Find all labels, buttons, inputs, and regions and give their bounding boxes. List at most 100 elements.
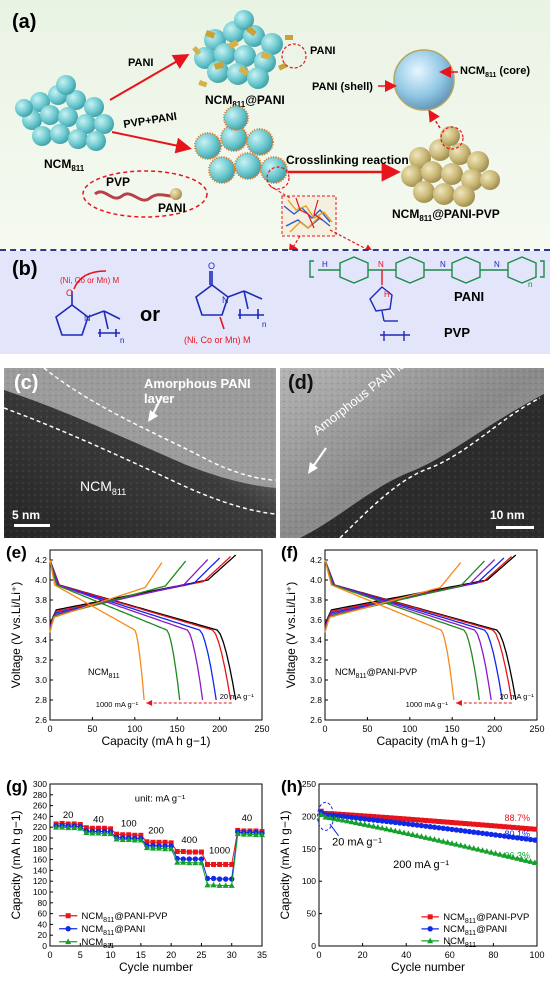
pani-shell-label: PANI (shell) [312, 81, 373, 93]
cycle-point-h-2-34 [392, 827, 399, 834]
cycle-point-h-2-8 [335, 816, 342, 822]
panel-d-scale: 10 nm [490, 508, 525, 522]
panel-c-layer-label: Amorphous PANI layer [144, 376, 251, 406]
cycle-point-h-1-36 [396, 820, 403, 826]
panel-b-structures: (b) (Ni, Co or Mn) M O N n or [12, 256, 545, 345]
rate-point-g-2-25 [204, 881, 211, 888]
cycle-point-h-1-52 [431, 824, 438, 830]
x-tick-label-f-5: 250 [529, 724, 544, 734]
rate-point-g-2-31 [240, 831, 247, 837]
cycle-point-h-2-46 [418, 833, 425, 839]
o-atom-1: O [66, 288, 73, 298]
rate-point-g-0-26 [211, 861, 217, 867]
x-tick-label-g-4: 20 [166, 950, 176, 960]
x-tick-label-e-3: 150 [170, 724, 185, 734]
pvp-legend-ellipse [82, 170, 208, 218]
cycle-point-h-0-82 [497, 823, 503, 829]
legend-marker-g-0 [65, 913, 71, 919]
rate-arrowhead-e [146, 700, 153, 706]
cycle-point-h-0-78 [488, 823, 494, 829]
rate-point-g-2-19 [168, 845, 175, 852]
cycle-point-h-2-0 [318, 811, 325, 817]
cycle-point-h-2-72 [475, 846, 482, 852]
rate-point-g-2-29 [228, 882, 235, 888]
y-tick-label-g-0: 0 [42, 941, 47, 951]
cycle-point-h-1-94 [523, 836, 529, 842]
cycle-point-h-2-6 [331, 815, 338, 821]
y-axis-label-h: Capacity (mA h g−1) [278, 810, 292, 919]
pani-chain [309, 256, 545, 312]
cycle-point-h-2-4 [326, 814, 333, 821]
rate-point-g-2-30 [234, 830, 241, 837]
rate-point-g-2-34 [259, 831, 265, 838]
ncm811-cluster [15, 75, 114, 151]
pvp-pani-cluster [194, 105, 288, 184]
cycle-point-h-0-28 [379, 814, 385, 820]
cycle-point-h-0-36 [397, 815, 403, 821]
cycle-point-h-2-64 [457, 842, 464, 848]
or-label: or [140, 304, 160, 326]
x-tick-label-g-7: 35 [257, 950, 267, 960]
x-tick-label-f-1: 50 [362, 724, 372, 734]
rate-point-g-2-21 [180, 859, 187, 865]
cycle-point-h-1-98 [532, 837, 538, 843]
ab-separator [0, 249, 550, 251]
cycle-point-h-2-38 [401, 829, 408, 836]
low-rate-ellipse [317, 801, 335, 831]
y-tick-label-e-1: 2.8 [35, 695, 47, 705]
tem-c-image [4, 368, 276, 538]
cycle-point-h-0-30 [384, 815, 390, 821]
cycle-point-h-2-96 [527, 858, 534, 864]
cycle-point-h-2-10 [339, 816, 346, 823]
y-tick-label-h-1: 50 [307, 909, 317, 919]
cycle-point-h-0-96 [527, 826, 533, 832]
cycle-point-h-1-76 [484, 831, 490, 837]
rate-point-g-2-20 [174, 859, 181, 865]
cycle-point-h-2-26 [374, 823, 381, 830]
cycle-point-h-1-56 [440, 825, 446, 832]
rate-point-g-0-11 [120, 832, 126, 838]
rate-point-g-2-6 [89, 829, 96, 836]
y-tick-label-g-9: 180 [33, 844, 47, 854]
x-tick-label-g-3: 15 [136, 950, 146, 960]
plot-frame-f [324, 549, 538, 721]
y-tick-label-g-14: 280 [33, 790, 47, 800]
cycle-point-h-0-48 [423, 817, 429, 823]
rate-point-g-1-28 [222, 876, 229, 882]
rate-step-label-1: 40 [93, 814, 104, 825]
metal-label-2: (Ni, Co or Mn) M [184, 335, 251, 345]
retention-label-h-1: 80.1% [504, 829, 530, 839]
rate-high-label-e: 1000 mA g⁻¹ [96, 700, 139, 709]
rate-low-label-f: 20 mA g⁻¹ [500, 692, 534, 701]
rate-point-g-0-25 [204, 861, 210, 867]
pani-n: N [378, 260, 384, 269]
cycle-point-h-0-32 [388, 815, 394, 821]
cycle-point-h-1-40 [405, 821, 412, 827]
y-tick-label-g-13: 260 [33, 801, 47, 811]
arrow-pani-label: PANI [128, 57, 153, 69]
cycle-point-h-1-30 [383, 818, 390, 825]
pvp-title: PVP [444, 325, 470, 340]
cycle-point-h-0-20 [362, 813, 368, 819]
x-tick-label-f-4: 200 [487, 724, 502, 734]
arrow-to-pani [109, 53, 190, 101]
y-tick-label-f-2: 3.0 [310, 675, 322, 685]
legend-label-g-1: NCM811@PANI [81, 924, 145, 937]
cycle-point-h-2-86 [505, 853, 512, 859]
cycle-point-h-1-62 [453, 827, 460, 833]
y-tick-label-h-3: 150 [302, 844, 316, 854]
cycle-point-h-2-52 [431, 836, 438, 842]
rate-point-g-0-7 [95, 825, 101, 831]
panel-label-f: (f) [281, 543, 298, 562]
arrow-pvp-pani-label: PVP+PANI [123, 111, 178, 131]
cycle-point-h-1-70 [471, 829, 477, 835]
cycle-point-h-2-12 [344, 817, 351, 824]
cycle-point-h-2-92 [518, 856, 525, 862]
rate-arrowhead-f [455, 700, 462, 706]
sample-label-f: NCM811@PANI-PVP [335, 667, 417, 680]
y-tick-label-g-15: 300 [33, 779, 47, 789]
rate-point-g-2-33 [252, 831, 259, 838]
cycle-point-h-1-24 [370, 817, 377, 823]
x-axis-label-h: Cycle number [391, 960, 465, 974]
cycle-point-h-2-76 [483, 848, 490, 854]
